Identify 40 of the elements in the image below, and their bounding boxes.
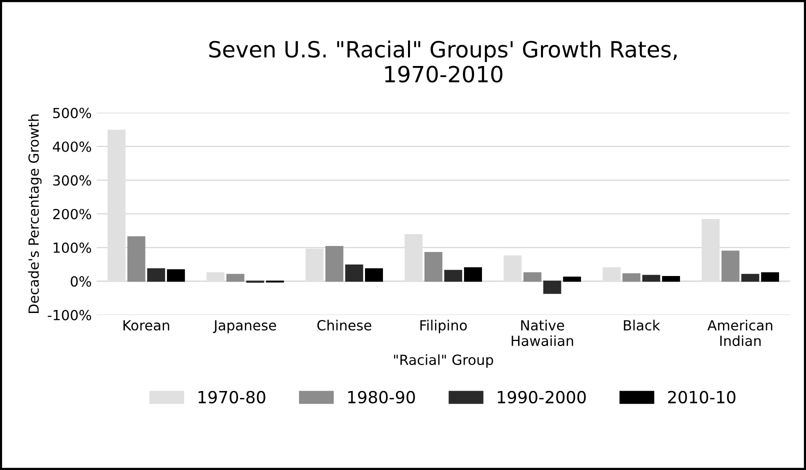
legend-label: 1990-2000 xyxy=(498,390,586,404)
bar xyxy=(622,273,640,282)
bar xyxy=(345,264,364,282)
legend-label: 1980-90 xyxy=(348,390,415,404)
x-tick-label: Native Hawaiian xyxy=(512,320,574,346)
bar xyxy=(662,276,680,282)
x-tick-label: Filipino xyxy=(420,320,467,334)
bar xyxy=(741,274,760,282)
bar xyxy=(127,236,146,282)
y-tick-label: 100% xyxy=(54,242,92,254)
x-axis-title: "Racial" Group xyxy=(394,354,494,368)
bar xyxy=(166,269,185,282)
y-axis-title: Decade's Percentage Growth xyxy=(28,114,42,313)
x-tick-label: Chinese xyxy=(317,320,372,331)
y-tick-label: 400% xyxy=(52,141,92,152)
bar xyxy=(464,267,482,282)
bar xyxy=(523,272,542,282)
y-tick-label: 0% xyxy=(70,276,92,287)
bar xyxy=(226,274,244,282)
x-tick-label: Korean xyxy=(124,320,170,331)
x-tick-label: Black xyxy=(624,320,660,331)
bar xyxy=(444,270,462,282)
bar xyxy=(761,272,780,282)
bar xyxy=(563,276,581,282)
bar xyxy=(424,252,442,282)
chart-title: Seven U.S. "Racial" Groups' Growth Rates, 1970-2010 xyxy=(209,40,677,83)
bar xyxy=(543,280,562,294)
legend-label: 1970-80 xyxy=(198,390,266,404)
x-tick-label: Japanese xyxy=(213,320,276,334)
y-tick-label: -100% xyxy=(48,310,92,320)
bar xyxy=(721,250,740,282)
legend-label: 2010-10 xyxy=(668,390,736,404)
y-tick-label: 300% xyxy=(53,175,92,186)
y-tick-label: 500% xyxy=(53,108,92,118)
bar xyxy=(642,274,660,282)
bar xyxy=(325,246,344,282)
bar xyxy=(365,268,383,282)
bar xyxy=(147,268,166,282)
x-tick-label: American Indian xyxy=(707,320,772,346)
y-tick-label: 200% xyxy=(53,208,92,220)
